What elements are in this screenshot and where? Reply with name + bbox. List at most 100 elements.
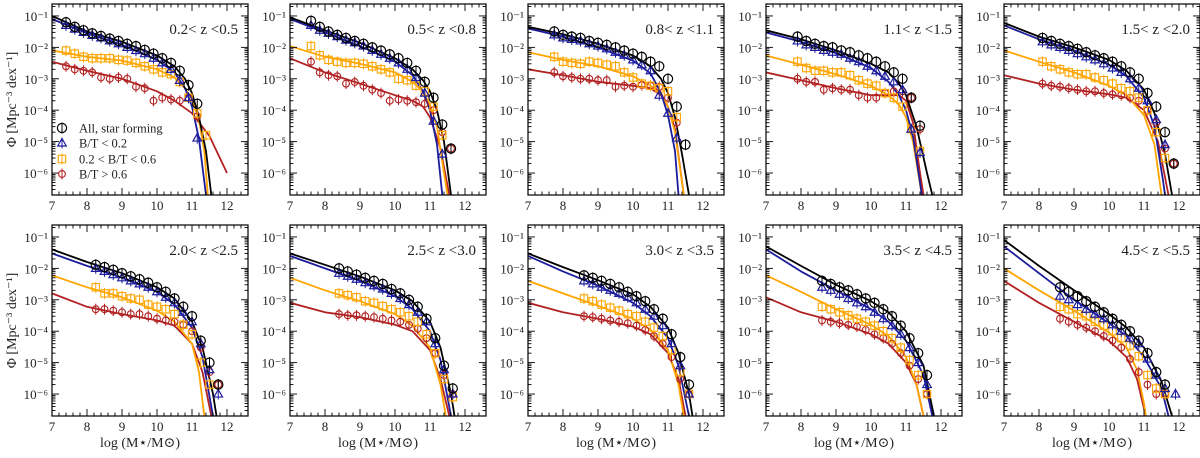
y-tick-label: 10⁻⁶ <box>500 387 524 402</box>
y-tick-label: 10⁻² <box>976 261 1000 276</box>
x-tick-label: 11 <box>424 419 437 434</box>
y-tick-label: 10⁻⁶ <box>738 166 762 181</box>
series-all <box>1037 32 1179 170</box>
fit-line-bt_high <box>528 68 685 195</box>
y-tick-label: 10⁻¹ <box>262 9 286 24</box>
y-tick-label: 10⁻⁴ <box>738 103 763 118</box>
x-tick-label: 8 <box>84 198 91 213</box>
y-tick-label: 10⁻³ <box>500 293 524 308</box>
panel-2: 7 8 9 10 11 12 10⁻¹ 10⁻² 10⁻³ 10⁻⁴ 10⁻⁵ 10⁻⁶ 0.5< z … <box>262 3 487 213</box>
x-tick-label: 12 <box>459 419 472 434</box>
x-tick-label: 11 <box>186 419 199 434</box>
x-tick-label: 9 <box>833 419 840 434</box>
y-tick-label: 10⁻² <box>262 40 286 55</box>
y-tick-label: 10⁻³ <box>976 293 1000 308</box>
legend-item-all: All, star forming <box>56 122 163 136</box>
x-tick-label: 9 <box>1071 198 1078 213</box>
y-tick-label: 10⁻¹ <box>738 230 762 245</box>
y-tick-label: 10⁻⁶ <box>262 166 286 181</box>
fit-line-bt_low <box>1004 24 1166 195</box>
y-tick-label: 10⁻¹ <box>24 9 48 24</box>
series-all <box>60 16 203 110</box>
series-bt_mid <box>334 287 457 403</box>
y-tick-label: 10⁻¹ <box>976 230 1000 245</box>
fit-curves <box>1004 22 1173 195</box>
redshift-bin-label: 3.5< z <4.5 <box>883 243 952 259</box>
x-tick-label: 10 <box>151 198 164 213</box>
x-axis-label: log (M⋆/M⊙) <box>338 436 418 451</box>
y-tick-label: 10⁻⁶ <box>262 387 286 402</box>
y-tick-label: 10⁻³ <box>738 72 762 87</box>
panel-4: 7 8 9 10 11 12 10⁻¹ 10⁻² 10⁻³ 10⁻⁴ 10⁻⁵ 10⁻⁶ 1.1< z … <box>738 3 963 213</box>
x-tick-label: 12 <box>1173 198 1186 213</box>
y-tick-label: 10⁻² <box>738 40 762 55</box>
x-tick-label: 9 <box>357 419 364 434</box>
x-tick-label: 11 <box>900 419 913 434</box>
panel-5: 7 8 9 10 11 12 10⁻¹ 10⁻² 10⁻³ 10⁻⁴ 10⁻⁵ 10⁻⁶ 1.5< z … <box>976 3 1200 213</box>
x-tick-label: 11 <box>424 198 437 213</box>
y-tick-label: 10⁻³ <box>24 72 48 87</box>
y-tick-label: 10⁻³ <box>262 293 286 308</box>
y-tick-label: 10⁻⁶ <box>500 166 524 181</box>
series-bt_high <box>1056 313 1169 400</box>
y-tick-label: 10⁻⁵ <box>500 135 524 150</box>
x-tick-label: 10 <box>865 419 878 434</box>
y-tick-label: 10⁻⁶ <box>24 387 48 402</box>
y-tick-label: 10⁻⁵ <box>500 356 524 371</box>
y-tick-label: 10⁻¹ <box>500 9 524 24</box>
y-tick-label: 10⁻³ <box>262 72 286 87</box>
y-tick-label: 10⁻² <box>976 40 1000 55</box>
x-tick-label: 11 <box>662 198 675 213</box>
x-tick-label: 10 <box>1103 419 1116 434</box>
y-tick-label: 10⁻³ <box>976 72 1000 87</box>
series-all <box>792 31 926 132</box>
fit-curves <box>1004 239 1173 416</box>
redshift-bin-label: 3.0< z <3.5 <box>645 243 714 259</box>
x-tick-label: 8 <box>1036 419 1043 434</box>
series-all <box>333 262 458 395</box>
y-tick-label: 10⁻⁴ <box>976 324 1001 339</box>
fit-line-all <box>766 245 935 416</box>
x-tick-label: 8 <box>560 419 567 434</box>
x-tick-label: 7 <box>49 419 56 434</box>
fit-line-bt_high <box>290 57 451 195</box>
x-tick-label: 8 <box>798 419 805 434</box>
x-tick-label: 7 <box>1001 419 1008 434</box>
x-tick-label: 10 <box>627 198 640 213</box>
x-axis-label: log (M⋆/M⊙) <box>814 436 894 451</box>
x-tick-label: 9 <box>1071 419 1078 434</box>
x-tick-label: 8 <box>560 198 567 213</box>
panel-3: 7 8 9 10 11 12 10⁻¹ 10⁻² 10⁻³ 10⁻⁴ 10⁻⁵ 10⁻⁶ 0.8< z … <box>500 3 725 213</box>
x-tick-label: 10 <box>389 198 402 213</box>
y-tick-label: 10⁻³ <box>24 293 48 308</box>
x-tick-label: 12 <box>935 198 948 213</box>
y-tick-label: 10⁻⁴ <box>24 103 49 118</box>
redshift-bin-label: 1.1< z <1.5 <box>883 22 952 38</box>
x-tick-label: 11 <box>900 198 913 213</box>
x-tick-label: 11 <box>662 419 675 434</box>
x-tick-label: 10 <box>1103 198 1116 213</box>
fit-line-bt_mid <box>290 276 447 416</box>
fit-line-bt_low <box>528 255 690 416</box>
x-tick-label: 9 <box>119 198 126 213</box>
panel-10: 7 8 9 10 11 12 10⁻¹ 10⁻² 10⁻³ 10⁻⁴ 10⁻⁵ 10⁻⁶ 4.5< z … <box>976 224 1200 451</box>
x-tick-label: 7 <box>763 419 770 434</box>
y-tick-label: 10⁻³ <box>500 72 524 87</box>
y-tick-label: 10⁻⁶ <box>976 166 1000 181</box>
x-tick-label: 8 <box>322 419 329 434</box>
x-tick-label: 9 <box>119 419 126 434</box>
redshift-bin-label: 2.0< z <2.5 <box>169 243 238 259</box>
y-tick-label: 10⁻⁶ <box>738 387 762 402</box>
fit-curves <box>528 252 694 416</box>
x-axis-label: log (M⋆/M⊙) <box>100 436 180 451</box>
x-tick-label: 12 <box>221 198 234 213</box>
redshift-bin-label: 1.5< z <2.0 <box>1121 22 1190 38</box>
x-tick-label: 11 <box>1138 419 1151 434</box>
x-tick-label: 7 <box>49 198 56 213</box>
legend-item-bt_low: B/T < 0.2 <box>56 137 127 151</box>
fit-line-bt_high <box>290 301 451 416</box>
panel-6: 7 8 9 10 11 12 10⁻¹ 10⁻² 10⁻³ 10⁻⁴ 10⁻⁵ 10⁻⁶ 2.0< z … <box>5 224 249 451</box>
redshift-bin-label: 0.2< z <0.5 <box>169 22 238 38</box>
legend-label: All, star forming <box>79 122 163 136</box>
x-tick-label: 7 <box>287 198 294 213</box>
